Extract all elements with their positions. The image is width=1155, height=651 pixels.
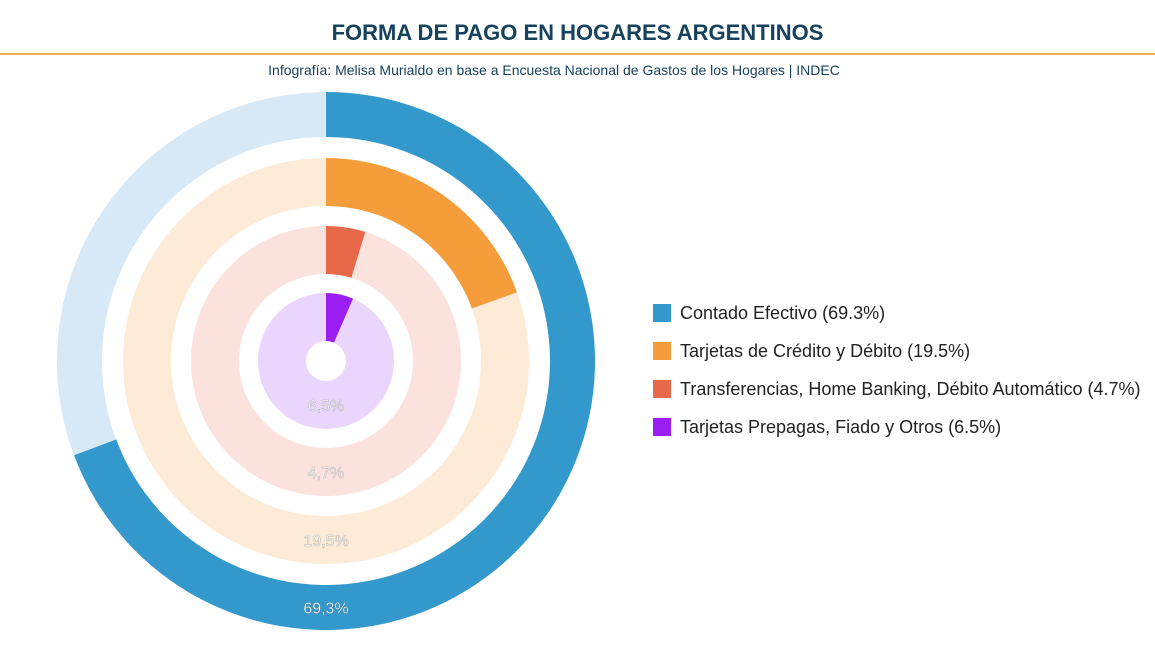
legend: Contado Efectivo (69.3%) Tarjetas de Créd… bbox=[653, 294, 1141, 446]
legend-label: Tarjetas de Crédito y Débito (19.5%) bbox=[680, 340, 971, 361]
data-label: 69,3% bbox=[303, 601, 348, 618]
ring-bar[interactable] bbox=[326, 293, 354, 343]
data-label: 4,7% bbox=[308, 465, 344, 482]
legend-item[interactable]: Tarjetas de Crédito y Débito (19.5%) bbox=[653, 332, 1141, 370]
legend-swatch bbox=[653, 380, 671, 398]
legend-item[interactable]: Contado Efectivo (69.3%) bbox=[653, 294, 1141, 332]
ring-bar[interactable] bbox=[326, 158, 517, 309]
legend-swatch bbox=[653, 304, 671, 322]
legend-swatch bbox=[653, 342, 671, 360]
legend-item[interactable]: Transferencias, Home Banking, Débito Aut… bbox=[653, 370, 1141, 408]
radial-bar-chart: 69,3% 19,5% 4,7% 6,5% bbox=[57, 92, 596, 630]
legend-item[interactable]: Tarjetas Prepagas, Fiado y Otros (6.5%) bbox=[653, 408, 1141, 446]
legend-swatch bbox=[653, 418, 671, 436]
legend-label: Contado Efectivo (69.3%) bbox=[680, 302, 886, 323]
subtitle: Infografía: Melisa Murialdo en base a En… bbox=[268, 62, 840, 78]
page-title: FORMA DE PAGO EN HOGARES ARGENTINOS bbox=[331, 20, 824, 45]
ring-track bbox=[257, 293, 394, 429]
legend-label: Tarjetas Prepagas, Fiado y Otros (6.5%) bbox=[680, 416, 1002, 437]
title-divider bbox=[0, 53, 1155, 55]
ring-track bbox=[191, 226, 462, 496]
data-label: 19,5% bbox=[303, 533, 348, 550]
ring-bar[interactable] bbox=[326, 226, 366, 278]
legend-label: Transferencias, Home Banking, Débito Aut… bbox=[680, 378, 1141, 399]
data-label: 6,5% bbox=[308, 398, 344, 415]
